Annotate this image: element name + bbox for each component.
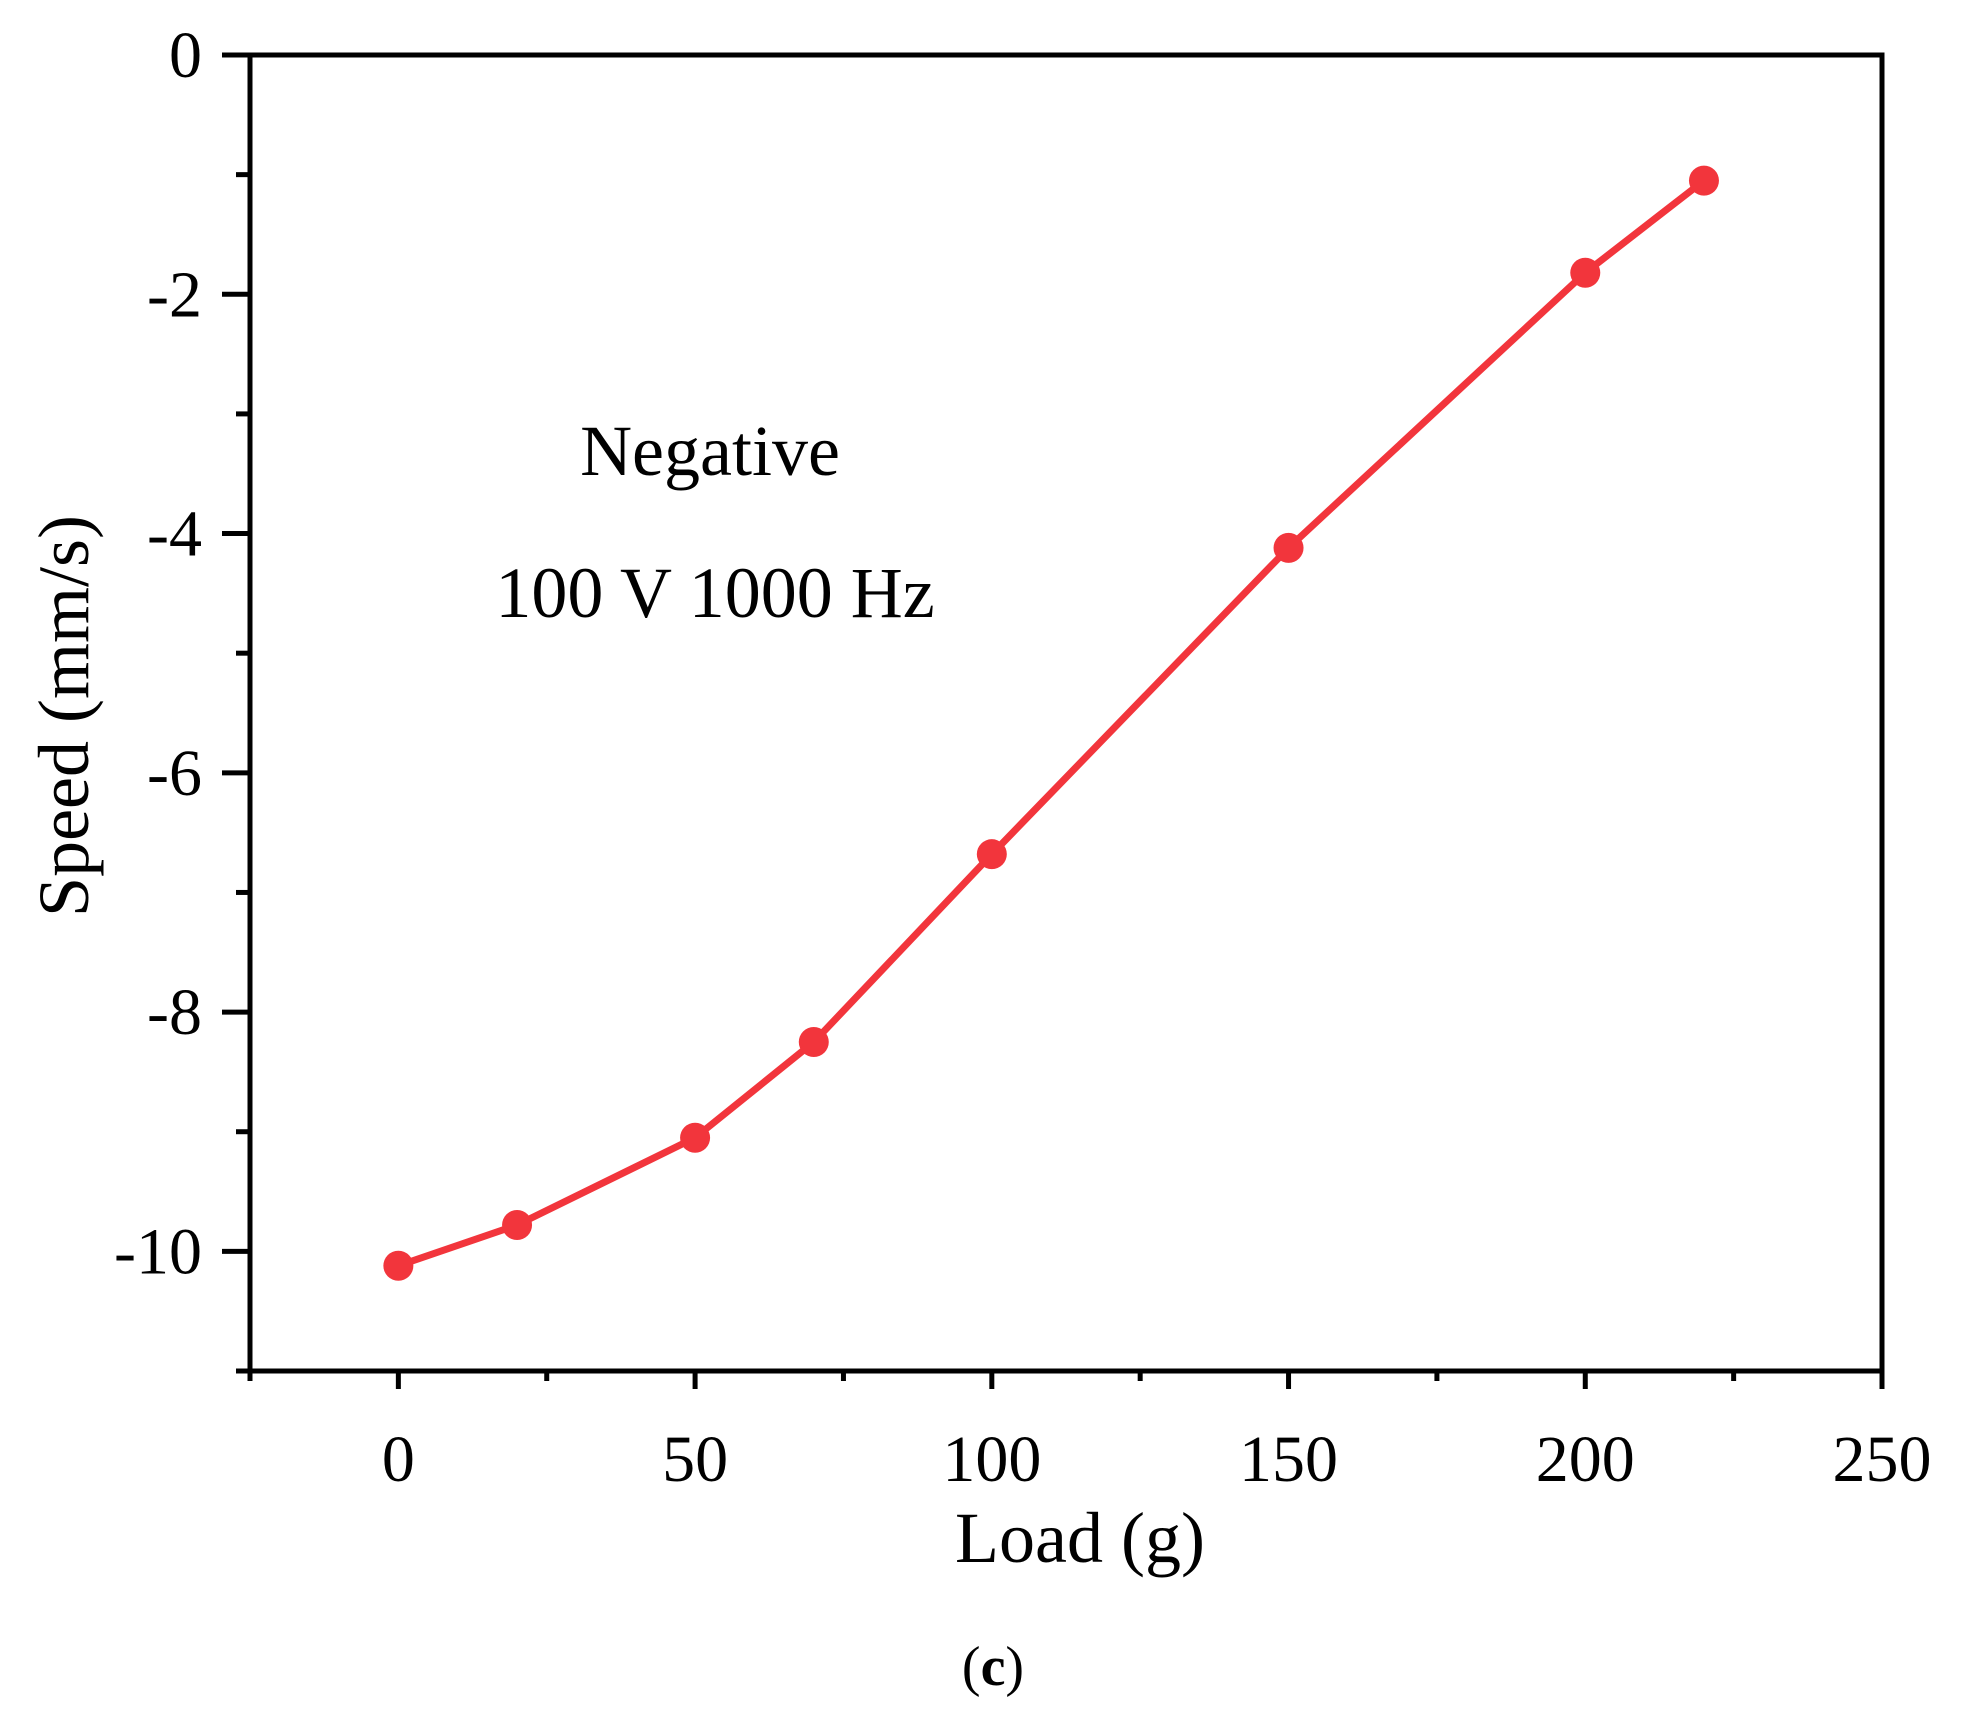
caption-letter: c <box>981 1636 1006 1698</box>
series-line <box>394 177 1708 1270</box>
x-tick-label: 150 <box>1239 1423 1338 1496</box>
data-point <box>680 1122 711 1153</box>
data-point <box>798 1027 829 1057</box>
y-tick-label: 0 <box>169 19 202 92</box>
y-tick-label: -10 <box>114 1215 202 1288</box>
x-tick-label: 250 <box>1833 1423 1932 1496</box>
annotation-line-2: 100 V 1000 Hz <box>495 553 934 633</box>
data-point <box>502 1210 533 1241</box>
x-axis-title: Load (g) <box>955 1498 1205 1578</box>
x-tick-label: 100 <box>942 1423 1041 1496</box>
y-tick-label: -6 <box>147 737 202 810</box>
data-point <box>1273 532 1304 563</box>
y-axis-title: Speed (mm/s) <box>24 515 104 917</box>
x-tick-label: 50 <box>662 1423 728 1496</box>
data-point <box>383 1250 414 1281</box>
data-point <box>976 839 1007 870</box>
annotation-line-1: Negative <box>580 411 840 491</box>
data-point <box>1570 257 1601 288</box>
figure-caption: (c) <box>962 1636 1024 1698</box>
caption-open: ( <box>962 1636 981 1698</box>
y-tick-label: -8 <box>147 976 202 1049</box>
x-tick-label: 0 <box>382 1423 415 1496</box>
plot-frame <box>247 52 1885 1374</box>
caption-close: ) <box>1005 1636 1024 1698</box>
data-point <box>1688 165 1719 196</box>
y-tick-label: -2 <box>147 258 202 331</box>
x-tick-label: 200 <box>1536 1423 1635 1496</box>
y-tick-label: -4 <box>147 498 202 571</box>
